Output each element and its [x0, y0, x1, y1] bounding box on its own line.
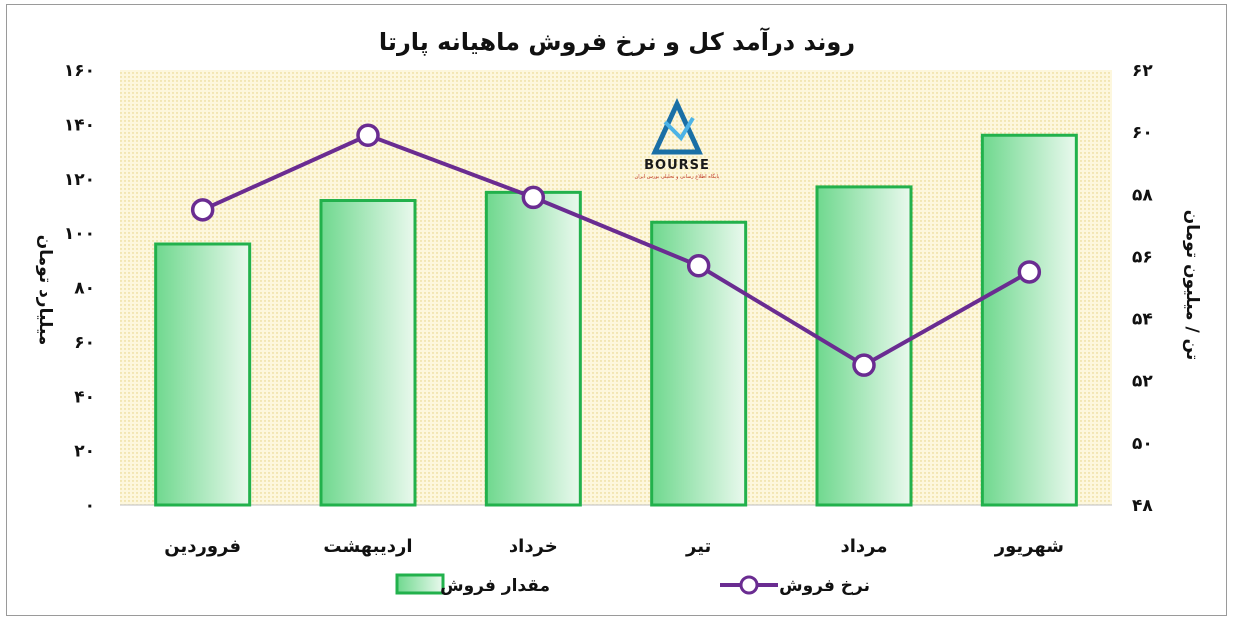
bar: [319, 199, 417, 507]
y-axis-right-title: تن / میلیون تومان: [1182, 210, 1202, 361]
y-left-tick-label: ۸۰: [74, 279, 95, 299]
legend-line-marker: [739, 575, 759, 595]
y-left-tick-label: ۱۴۰: [64, 115, 95, 135]
y-left-tick-label: ۱۰۰: [64, 224, 95, 244]
x-category-label: تیر: [685, 536, 711, 557]
logo-subtext: پایگاه اطلاع رسانی و تحلیلی بورس ایران: [635, 173, 720, 180]
y-right-tick-label: ۵۶: [1132, 247, 1153, 267]
line-point: [356, 123, 380, 147]
x-category-label: فروردین: [164, 536, 241, 557]
legend-bar-swatch: [395, 573, 445, 595]
logo-text: BOURSE: [644, 158, 710, 173]
bourse-logo: BOURSE پایگاه اطلاع رسانی و تحلیلی بورس …: [635, 97, 720, 180]
legend-line-label: نرخ فروش: [779, 576, 870, 596]
line-point: [521, 185, 546, 210]
y-axis-left-title: میلیارد تومان: [35, 235, 55, 346]
line-point: [1017, 260, 1042, 284]
line-point: [686, 254, 711, 278]
bar: [980, 133, 1078, 507]
x-category-label: شهریور: [994, 536, 1064, 557]
y-right-tick-label: ۴۸: [1132, 496, 1153, 516]
y-right-tick-label: ۵۴: [1132, 310, 1153, 330]
legend-bar-label: مقدار فروش: [440, 576, 550, 596]
chart-title: روند درآمد کل و نرخ فروش ماهیانه پارتا: [379, 27, 855, 56]
line-point: [190, 198, 215, 222]
sales-rate-line: [201, 133, 1031, 368]
legend: مقدار فروش نرخ فروش: [395, 573, 870, 596]
y-right-tick-label: ۶۲: [1132, 61, 1153, 81]
x-category-label: خرداد: [509, 536, 558, 557]
y-right-tick-label: ۶۰: [1132, 123, 1153, 143]
bar: [484, 190, 582, 507]
y-left-tick-label: ۱۶۰: [64, 61, 95, 81]
y-left-tick-label: ۲۰: [74, 442, 95, 462]
y-right-tick-label: ۵۲: [1132, 372, 1153, 392]
y-left-tick-label: ۰: [85, 496, 95, 516]
line-point: [852, 353, 876, 377]
x-category-label: مرداد: [841, 536, 888, 557]
x-category-label: اردیبهشت: [323, 536, 412, 557]
bar: [154, 242, 252, 507]
y-left-tick-label: ۱۲۰: [64, 170, 95, 190]
y-right-tick-label: ۵۰: [1132, 434, 1153, 454]
y-left-tick-label: ۶۰: [74, 333, 95, 353]
y-left-tick-label: ۴۰: [74, 387, 95, 407]
y-right-tick-label: ۵۸: [1132, 185, 1153, 205]
plot-area: [120, 70, 1112, 505]
